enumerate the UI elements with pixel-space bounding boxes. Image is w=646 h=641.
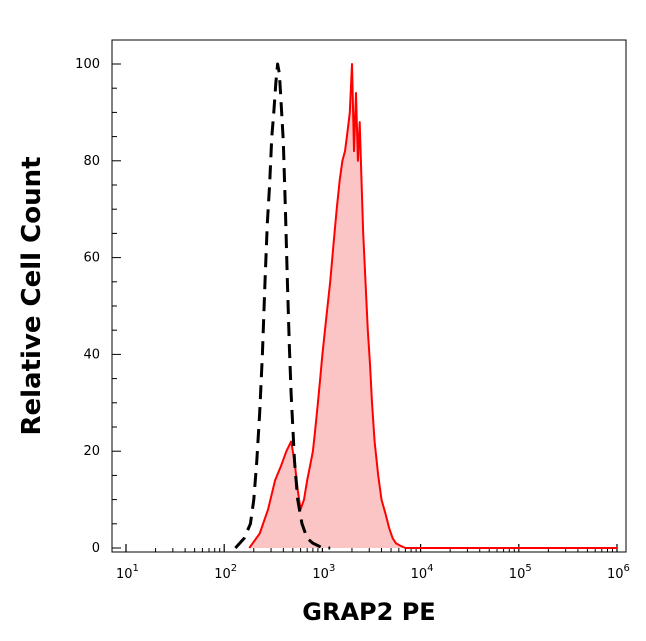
stained-histogram-line (248, 63, 617, 549)
x-tick-label: 102 (214, 563, 237, 582)
x-tick-label: 101 (116, 563, 139, 582)
x-tick-label: 103 (312, 563, 335, 582)
x-axis-title: GRAP2 PE (302, 598, 435, 626)
y-tick-label: 100 (75, 57, 100, 72)
y-tick-label: 20 (83, 444, 100, 459)
x-tick-label: 104 (411, 563, 434, 582)
y-tick-label: 60 (83, 251, 100, 266)
histogram-area-fill (249, 64, 618, 548)
y-tick-label: 80 (83, 154, 100, 169)
x-tick-label: 105 (509, 563, 532, 582)
y-tick-label: 40 (83, 347, 100, 362)
y-axis-ticks: 0 20 40 60 80 100 (75, 57, 121, 556)
y-axis-title: Relative Cell Count (17, 156, 47, 435)
control-histogram-line (234, 62, 331, 550)
series-layer (234, 62, 618, 550)
x-tick-label: 106 (607, 563, 630, 582)
x-axis-ticks: 101 102 103 104 105 106 (116, 544, 630, 582)
y-tick-label: 0 (92, 541, 100, 556)
